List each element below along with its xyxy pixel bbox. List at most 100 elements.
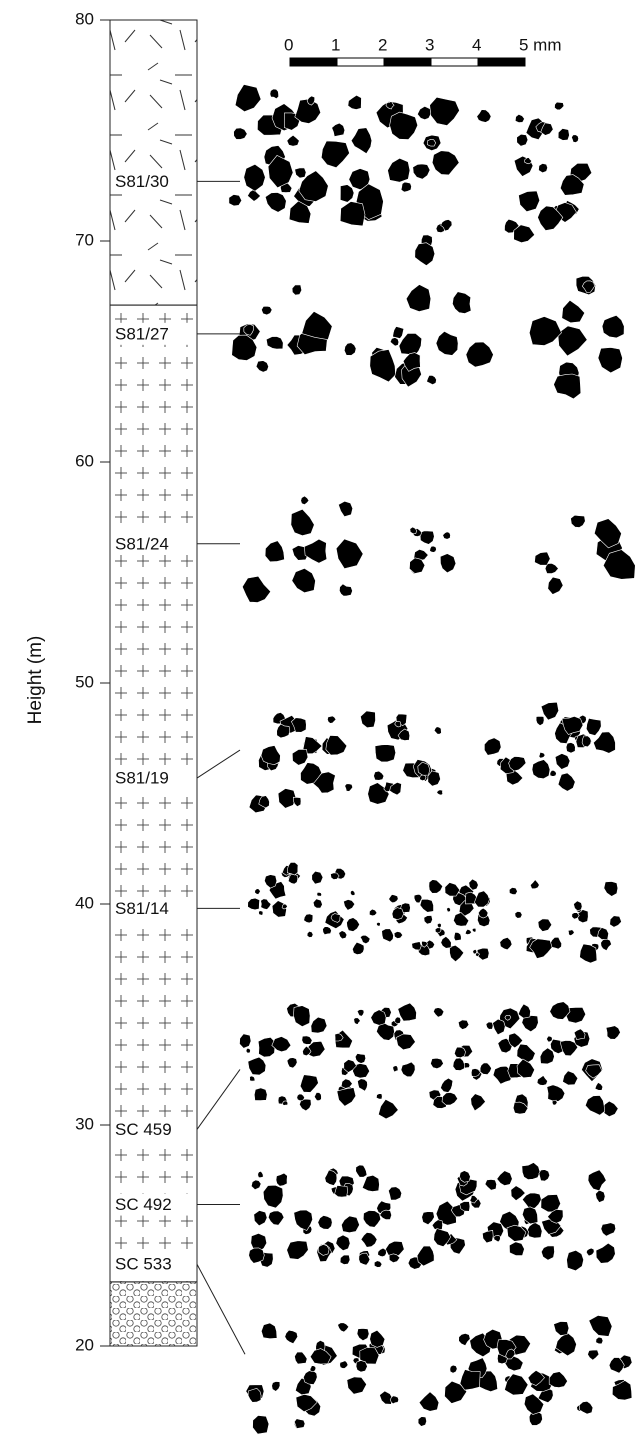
y-tick-label: 60 <box>75 451 94 470</box>
grain <box>528 316 562 346</box>
grain <box>440 936 452 949</box>
grain <box>367 782 390 805</box>
grain <box>419 530 435 545</box>
grain <box>293 1209 313 1231</box>
grain <box>359 1347 380 1365</box>
grain <box>559 174 585 196</box>
grain <box>258 910 264 916</box>
sample-label: SC 459 <box>115 1120 172 1139</box>
grain <box>370 1009 387 1026</box>
grain <box>298 170 329 202</box>
grain <box>260 1322 278 1340</box>
grain <box>247 897 260 911</box>
grain <box>609 915 622 928</box>
grain <box>388 894 399 904</box>
grain <box>421 940 428 948</box>
grain <box>271 1381 281 1392</box>
grain <box>595 1336 604 1345</box>
grain <box>239 1033 252 1049</box>
grain <box>253 1087 268 1101</box>
grain <box>459 1170 471 1183</box>
grain <box>426 374 437 386</box>
grain <box>597 347 623 374</box>
grain <box>324 1169 338 1186</box>
grain <box>299 1098 312 1112</box>
grain <box>400 1061 416 1078</box>
grain <box>393 931 404 939</box>
grain <box>341 1215 360 1234</box>
grain <box>286 1240 309 1260</box>
grain <box>233 127 248 140</box>
grain <box>537 205 564 231</box>
grain <box>335 1234 351 1251</box>
grain <box>496 1170 513 1186</box>
grain <box>602 1100 619 1117</box>
grain <box>352 1063 370 1079</box>
grain <box>414 242 436 266</box>
grain <box>381 928 394 943</box>
grain <box>477 907 489 919</box>
grain <box>344 783 354 792</box>
grain <box>318 1243 330 1256</box>
grain <box>264 192 287 213</box>
scale-tick-label: 1 <box>331 35 340 54</box>
grain <box>446 907 451 913</box>
grain <box>516 1043 536 1064</box>
grain <box>400 181 412 193</box>
grain <box>418 1391 440 1412</box>
scale-segment <box>336 57 385 67</box>
grain <box>355 1164 368 1178</box>
sample-label: S81/27 <box>115 324 169 343</box>
grain <box>470 1093 486 1112</box>
grain <box>526 1221 543 1239</box>
grain <box>250 1179 262 1191</box>
grain <box>405 284 432 312</box>
grain <box>521 1015 539 1033</box>
grain <box>360 710 376 729</box>
grain <box>593 731 616 754</box>
grain <box>343 342 357 356</box>
grain <box>540 701 560 721</box>
grain <box>291 284 303 296</box>
grain <box>389 111 419 140</box>
grain <box>547 1209 564 1224</box>
grain <box>337 1322 350 1333</box>
grain <box>608 1357 625 1374</box>
grain <box>555 1332 577 1357</box>
grain <box>369 349 396 383</box>
grain <box>464 928 472 935</box>
grain <box>413 893 423 904</box>
grain <box>346 917 360 932</box>
grain <box>317 1215 333 1230</box>
grain <box>557 325 588 357</box>
grain <box>260 745 281 766</box>
grain <box>385 100 395 110</box>
grain <box>306 930 314 938</box>
grain <box>306 95 316 106</box>
grain <box>417 105 432 121</box>
grain <box>433 1228 452 1247</box>
grain <box>561 716 584 735</box>
grain <box>544 562 559 574</box>
grain <box>521 1192 542 1210</box>
grain <box>286 861 299 876</box>
grain <box>359 934 371 945</box>
grain <box>409 526 418 534</box>
grain <box>252 1415 270 1435</box>
grain <box>529 879 540 890</box>
grain <box>376 1093 383 1100</box>
grain <box>294 1351 308 1365</box>
grain <box>291 568 316 594</box>
y-tick-label: 40 <box>75 893 94 912</box>
sample-leader <box>196 749 241 779</box>
grain <box>355 1360 368 1373</box>
y-axis-label: Height (m) <box>25 636 46 725</box>
grain <box>429 545 437 553</box>
y-tick-label: 70 <box>75 230 94 249</box>
grain <box>378 1098 399 1120</box>
grain <box>436 922 442 929</box>
grain <box>573 900 583 912</box>
grain <box>433 1007 445 1018</box>
grain <box>299 1074 319 1093</box>
grain <box>603 881 619 897</box>
